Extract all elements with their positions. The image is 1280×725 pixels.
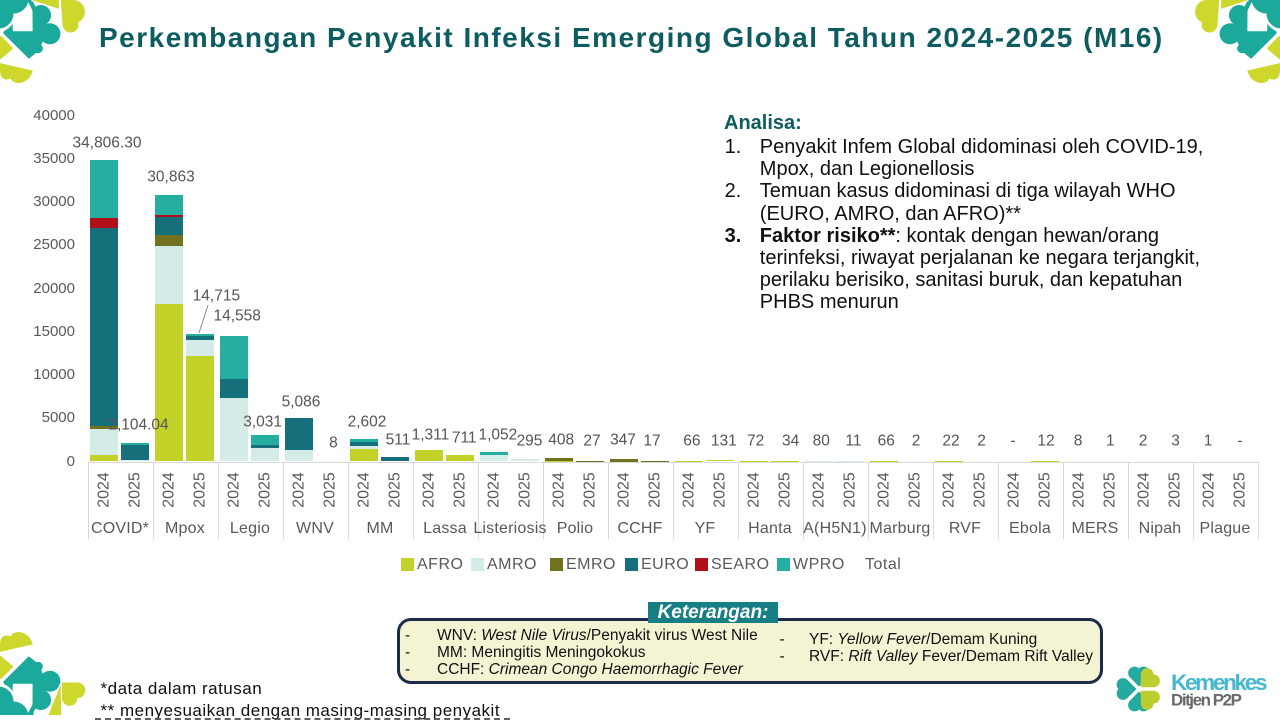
svg-text:Kemenkes: Kemenkes xyxy=(1171,670,1268,695)
svg-text:Ditjen P2P: Ditjen P2P xyxy=(1171,691,1242,710)
